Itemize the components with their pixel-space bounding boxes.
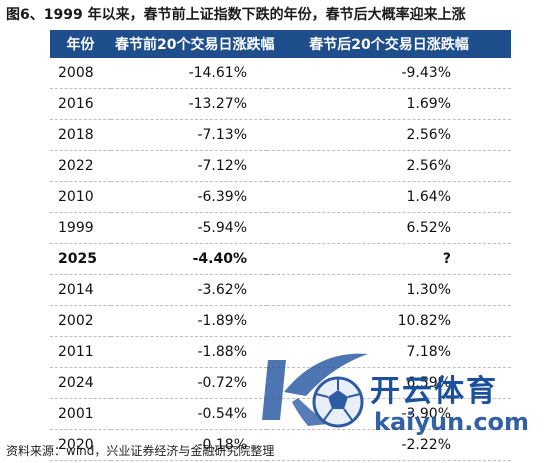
pre-change-cell: -0.72% [111, 367, 267, 399]
post-change-cell: -2.22% [267, 429, 511, 461]
pre-change-cell: -1.88% [111, 336, 267, 368]
pre-change-cell: -0.18% [111, 429, 267, 461]
year-cell: 2008 [50, 58, 111, 89]
year-cell: 2001 [50, 398, 111, 430]
post-change-cell: 1.69% [267, 88, 511, 120]
watermark-url: kaiyun.com [374, 408, 530, 436]
table-row: 2011 -1.88% 7.18% [50, 336, 511, 368]
post-change-cell: 6.52% [267, 212, 511, 244]
year-cell: 2020 [50, 429, 111, 461]
post-change-cell: 2.56% [267, 150, 511, 182]
pre-change-cell: -7.12% [111, 150, 267, 182]
header-pre-change: 春节前20个交易日涨跌幅 [111, 30, 274, 58]
table-row: 2008 -14.61% -9.43% [50, 58, 511, 89]
year-cell: 2024 [50, 367, 111, 399]
post-change-cell: 2.56% [267, 119, 511, 151]
pre-change-cell: -4.40% [111, 243, 267, 275]
source-note: 资料来源：wind，兴业证券经济与金融研究院整理 [6, 444, 275, 458]
header-year: 年份 [50, 30, 111, 58]
table-row: 2016 -13.27% 1.69% [50, 88, 511, 120]
watermark-text: 开云体育 [370, 374, 498, 409]
table-row: 2014 -3.62% 1.30% [50, 274, 511, 306]
pre-change-cell: -3.62% [111, 274, 267, 306]
table-row: 2022 -7.12% 2.56% [50, 150, 511, 182]
year-cell: 1999 [50, 212, 111, 244]
post-change-cell: 1.30% [267, 274, 511, 306]
table-row: 2020 -0.18% -2.22% [50, 429, 511, 461]
pre-change-cell: -6.39% [111, 181, 267, 213]
post-change-cell: ? [267, 243, 511, 275]
data-table: 年份 春节前20个交易日涨跌幅 春节后20个交易日涨跌幅 2008 -14.61%… [50, 30, 511, 461]
pre-change-cell: -14.61% [111, 58, 267, 89]
year-cell: 2010 [50, 181, 111, 213]
pre-change-cell: -5.94% [111, 212, 267, 244]
table-row: 2018 -7.13% 2.56% [50, 119, 511, 151]
year-cell: 2016 [50, 88, 111, 120]
pre-change-cell: -13.27% [111, 88, 267, 120]
table-row: 2025 -4.40%? [50, 243, 511, 275]
pre-change-cell: -1.89% [111, 305, 267, 337]
pre-change-cell: -7.13% [111, 119, 267, 151]
post-change-cell: -9.43% [267, 58, 511, 89]
post-change-cell: 10.82% [267, 305, 511, 337]
year-cell: 2018 [50, 119, 111, 151]
year-cell: 2022 [50, 150, 111, 182]
year-cell: 2011 [50, 336, 111, 368]
header-post-change: 春节后20个交易日涨跌幅 [267, 30, 511, 58]
table-row: 1999 -5.94% 6.52% [50, 212, 511, 244]
figure-title: 图6、1999 年以来，春节前上证指数下跌的年份，春节后大概率迎来上涨 [6, 7, 466, 23]
post-change-cell: 1.64% [267, 181, 511, 213]
year-cell: 2014 [50, 274, 111, 306]
year-cell: 2002 [50, 305, 111, 337]
table-row: 2001 -0.54% -3.90% [50, 398, 511, 430]
table-row: 2002 -1.89% 10.82% [50, 305, 511, 337]
year-cell: 2025 [50, 243, 111, 275]
table-header-row: 年份 春节前20个交易日涨跌幅 春节后20个交易日涨跌幅 [50, 30, 511, 58]
watermark-logo-icon [262, 353, 368, 428]
post-change-cell: 7.18% [267, 336, 511, 368]
pre-change-cell: -0.54% [111, 398, 267, 430]
table-row: 2010 -6.39% 1.64% [50, 181, 511, 213]
